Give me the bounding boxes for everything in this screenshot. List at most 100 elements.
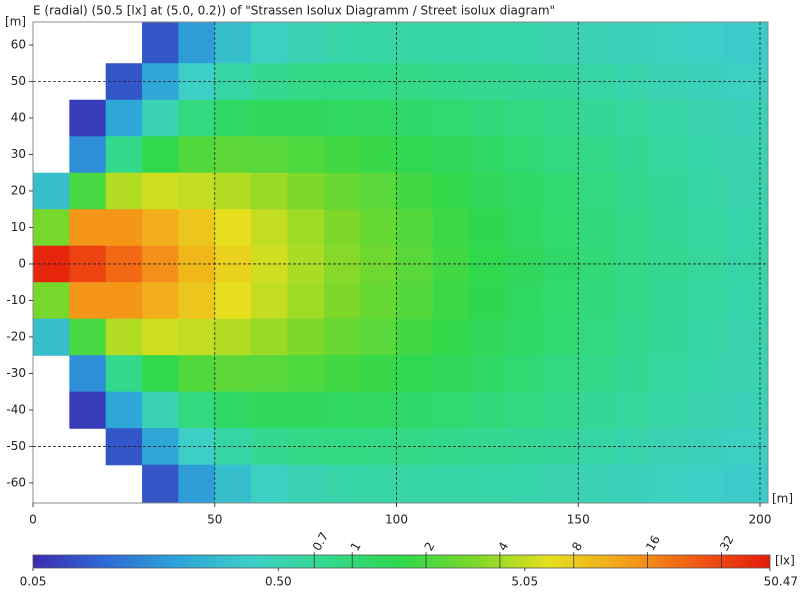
heatmap-cell	[432, 22, 470, 64]
heatmap-cell	[723, 22, 768, 64]
heatmap-cell	[360, 99, 398, 137]
contour-tick-label: 16	[643, 533, 663, 553]
heatmap-cell	[469, 209, 507, 247]
heatmap-cell	[287, 391, 325, 429]
heatmap-cell	[723, 136, 768, 174]
heatmap-cell	[578, 136, 616, 174]
heatmap-cell	[323, 22, 361, 64]
heatmap-cell	[251, 282, 289, 320]
heatmap-cell	[214, 22, 252, 64]
heatmap-cell	[33, 318, 70, 356]
heatmap-cell	[105, 172, 143, 210]
heatmap-cell	[142, 99, 180, 137]
heatmap-cell	[469, 391, 507, 429]
chart-title: E (radial) (50.5 [lx] at (5.0, 0.2)) of …	[33, 4, 555, 18]
heatmap-cell	[251, 99, 289, 137]
heatmap-cell	[178, 99, 216, 137]
heatmap-cell	[360, 172, 398, 210]
heatmap	[33, 22, 768, 503]
heatmap-cell	[323, 391, 361, 429]
heatmap-cell	[432, 99, 470, 137]
heatmap-cell	[469, 355, 507, 393]
heatmap-cell	[214, 318, 252, 356]
heatmap-cell	[287, 282, 325, 320]
y-tick-label: -10	[6, 293, 26, 307]
heatmap-cell	[287, 355, 325, 393]
heatmap-cell	[33, 172, 70, 210]
heatmap-cell	[69, 172, 107, 210]
y-tick-label: 30	[11, 147, 26, 161]
heatmap-cell	[505, 22, 543, 64]
contour-tick-label: 8	[569, 540, 585, 554]
heatmap-cell	[105, 99, 143, 137]
heatmap-cell	[505, 172, 543, 210]
heatmap-cell	[142, 464, 180, 503]
heatmap-cell	[105, 282, 143, 320]
heatmap-cell	[687, 209, 725, 247]
heatmap-cell	[178, 22, 216, 64]
heatmap-cell	[323, 136, 361, 174]
contour-tick-label: 2	[422, 540, 438, 554]
heatmap-cell	[505, 355, 543, 393]
heatmap-cell	[505, 464, 543, 503]
heatmap-cell	[541, 136, 579, 174]
heatmap-cell	[251, 391, 289, 429]
heatmap-cell	[396, 282, 434, 320]
heatmap-cell	[614, 355, 652, 393]
x-tick-label: 50	[207, 513, 222, 527]
heatmap-cell	[323, 355, 361, 393]
heatmap-cell	[578, 318, 616, 356]
heatmap-cell	[214, 355, 252, 393]
heatmap-cell	[541, 391, 579, 429]
heatmap-cell	[287, 99, 325, 137]
heatmap-cell	[214, 136, 252, 174]
heatmap-cell	[614, 22, 652, 64]
heatmap-cell	[396, 209, 434, 247]
heatmap-cell	[287, 464, 325, 503]
heatmap-cell	[142, 282, 180, 320]
heatmap-cell	[251, 355, 289, 393]
heatmap-cell	[69, 318, 107, 356]
heatmap-cell	[287, 22, 325, 64]
heatmap-cell	[251, 209, 289, 247]
heatmap-cell	[105, 136, 143, 174]
plot-frame	[32, 21, 769, 504]
y-tick-label: -20	[6, 329, 26, 343]
y-tick-label: -60	[6, 475, 26, 489]
colorbar-tick-label: 0.50	[265, 575, 292, 589]
heatmap-cell	[178, 282, 216, 320]
heatmap-cell	[723, 209, 768, 247]
heatmap-cell	[251, 22, 289, 64]
heatmap-cell	[214, 391, 252, 429]
x-tick-label: 100	[385, 513, 408, 527]
heatmap-cell	[432, 209, 470, 247]
heatmap-cell	[287, 318, 325, 356]
heatmap-cell	[251, 136, 289, 174]
heatmap-cell	[505, 282, 543, 320]
heatmap-cell	[614, 209, 652, 247]
heatmap-cell	[614, 99, 652, 137]
y-tick-label: 0	[18, 256, 26, 270]
contour-tick-label: 1	[348, 540, 364, 554]
heatmap-cell	[396, 22, 434, 64]
heatmap-cell	[505, 391, 543, 429]
heatmap-cell	[614, 136, 652, 174]
heatmap-cell	[687, 391, 725, 429]
x-tick-label: 200	[749, 513, 772, 527]
heatmap-cell	[505, 318, 543, 356]
heatmap-cell	[432, 136, 470, 174]
heatmap-cell	[396, 318, 434, 356]
heatmap-cell	[614, 318, 652, 356]
heatmap-cell	[578, 22, 616, 64]
heatmap-cell	[360, 282, 398, 320]
heatmap-cell	[650, 355, 688, 393]
heatmap-cell	[33, 209, 70, 247]
heatmap-cell	[614, 464, 652, 503]
heatmap-cell	[214, 464, 252, 503]
heatmap-cell	[69, 355, 107, 393]
heatmap-cell	[687, 318, 725, 356]
heatmap-cell	[505, 136, 543, 174]
heatmap-cell	[578, 209, 616, 247]
heatmap-cell	[578, 464, 616, 503]
heatmap-cell	[214, 209, 252, 247]
